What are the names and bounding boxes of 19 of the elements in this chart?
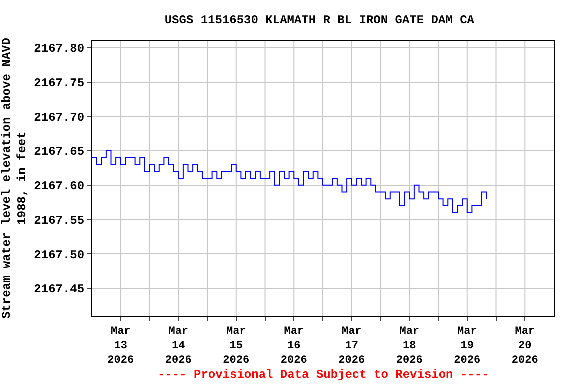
x-tick-label: Mar 18 2026	[396, 326, 423, 367]
x-tick-label: Mar 13 2026	[108, 326, 134, 367]
chart-title: USGS 11516530 KLAMATH R BL IRON GATE DAM CA	[164, 13, 476, 28]
y-axis-title: Stream water level elevation above NAVD 1988, in feet	[0, 38, 30, 319]
y-tick-label: 2167.65	[34, 145, 85, 160]
text: ---- Provisional Data Subject to Revision ----	[158, 368, 490, 382]
y-tick-label: 2167.45	[34, 282, 85, 297]
y-tick-label: 2167.70	[34, 110, 85, 125]
x-tick-label: Mar 20 2026	[512, 326, 538, 367]
y-tick-label: 2167.55	[34, 214, 85, 228]
y-tick-label: 2167.75	[34, 76, 85, 90]
y-tick-label: 2167.50	[34, 248, 85, 262]
x-tick-label: Mar 14 2026	[165, 326, 192, 367]
x-tick-label: Mar 16 2026	[280, 326, 308, 367]
x-tick-label: Mar 17 2026	[338, 326, 366, 367]
y-tick-label: 2167.80	[34, 42, 85, 56]
x-tick-label: Mar 15 2026	[223, 326, 250, 367]
y-tick-label: 2167.60	[34, 180, 85, 194]
x-tick-label: Mar 19 2026	[454, 326, 481, 367]
